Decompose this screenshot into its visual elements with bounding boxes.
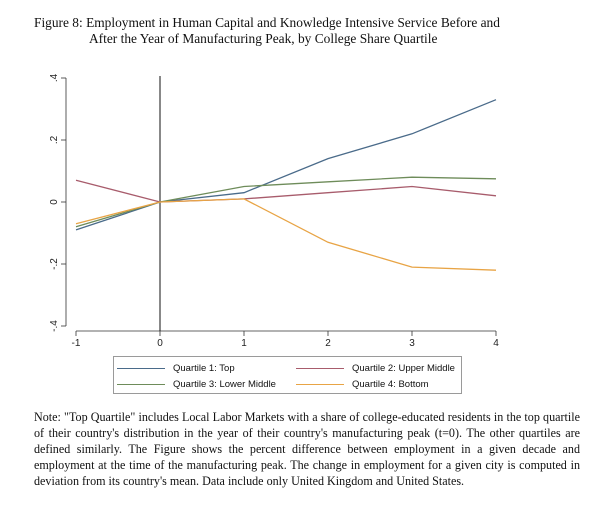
legend-label-quartile-1: Quartile 1: Top	[173, 362, 235, 374]
y-tick-label: .4	[49, 73, 60, 82]
y-tick-label: .2	[49, 135, 60, 144]
caption-line-2: After the Year of Manufacturing Peak, by…	[89, 31, 438, 46]
x-tick-label: 1	[241, 338, 247, 349]
legend-item-quartile-4: Quartile 4: Bottom	[296, 377, 429, 391]
y-tick-label: 0	[49, 199, 60, 205]
x-tick-label: -1	[72, 338, 81, 349]
legend-label-quartile-2: Quartile 2: Upper Middle	[352, 362, 455, 374]
legend-label-quartile-4: Quartile 4: Bottom	[352, 378, 429, 390]
legend-swatch-quartile-4	[296, 383, 344, 385]
legend-item-quartile-2: Quartile 2: Upper Middle	[296, 361, 455, 375]
legend-swatch-quartile-3	[117, 383, 165, 385]
x-tick-label: 0	[157, 338, 163, 349]
chart-legend: Quartile 1: Top Quartile 2: Upper Middle…	[113, 356, 462, 394]
series-line-quartile-4	[75, 198, 497, 271]
series-line-quartile-2	[75, 179, 497, 203]
legend-swatch-quartile-1	[117, 367, 165, 369]
x-tick-label: 2	[325, 338, 331, 349]
y-tick-label: -.4	[49, 320, 60, 332]
legend-swatch-quartile-2	[296, 367, 344, 369]
legend-item-quartile-3: Quartile 3: Lower Middle	[117, 377, 276, 391]
figure-caption: Figure 8: Employment in Human Capital an…	[34, 15, 574, 47]
series-line-quartile-1	[75, 99, 497, 231]
x-tick-label: 3	[409, 338, 415, 349]
x-tick-label: 4	[493, 338, 499, 349]
caption-line-1: Figure 8: Employment in Human Capital an…	[34, 15, 500, 30]
series-line-quartile-3	[75, 176, 497, 228]
figure-note: Note: "Top Quartile" includes Local Labo…	[34, 410, 580, 488]
legend-label-quartile-3: Quartile 3: Lower Middle	[173, 378, 276, 390]
y-tick-label: -.2	[49, 258, 60, 270]
legend-item-quartile-1: Quartile 1: Top	[117, 361, 235, 375]
